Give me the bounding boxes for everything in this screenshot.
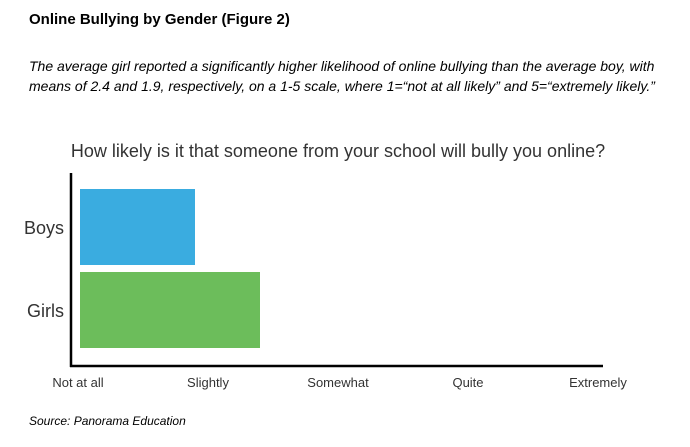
x-tick-label-somewhat: Somewhat — [307, 375, 369, 390]
x-tick-label-quite: Quite — [452, 375, 483, 390]
category-label-girls: Girls — [27, 301, 64, 321]
x-tick-label-extremely: Extremely — [569, 375, 627, 390]
chart-title: How likely is it that someone from your … — [71, 141, 605, 161]
figure-title: Online Bullying by Gender (Figure 2) — [29, 11, 290, 28]
source-note: Source: Panorama Education — [29, 414, 186, 428]
bars-group — [80, 189, 260, 348]
category-labels-group: Boys Girls — [24, 218, 64, 321]
bar-girls — [80, 272, 260, 348]
x-tick-label-slightly: Slightly — [187, 375, 229, 390]
figure-caption: The average girl reported a significantl… — [29, 58, 655, 94]
x-tick-label-not-at-all: Not at all — [52, 375, 103, 390]
category-label-boys: Boys — [24, 218, 64, 238]
bar-boys — [80, 189, 195, 265]
x-tick-labels-group: Not at all Slightly Somewhat Quite Extremely — [52, 375, 627, 390]
